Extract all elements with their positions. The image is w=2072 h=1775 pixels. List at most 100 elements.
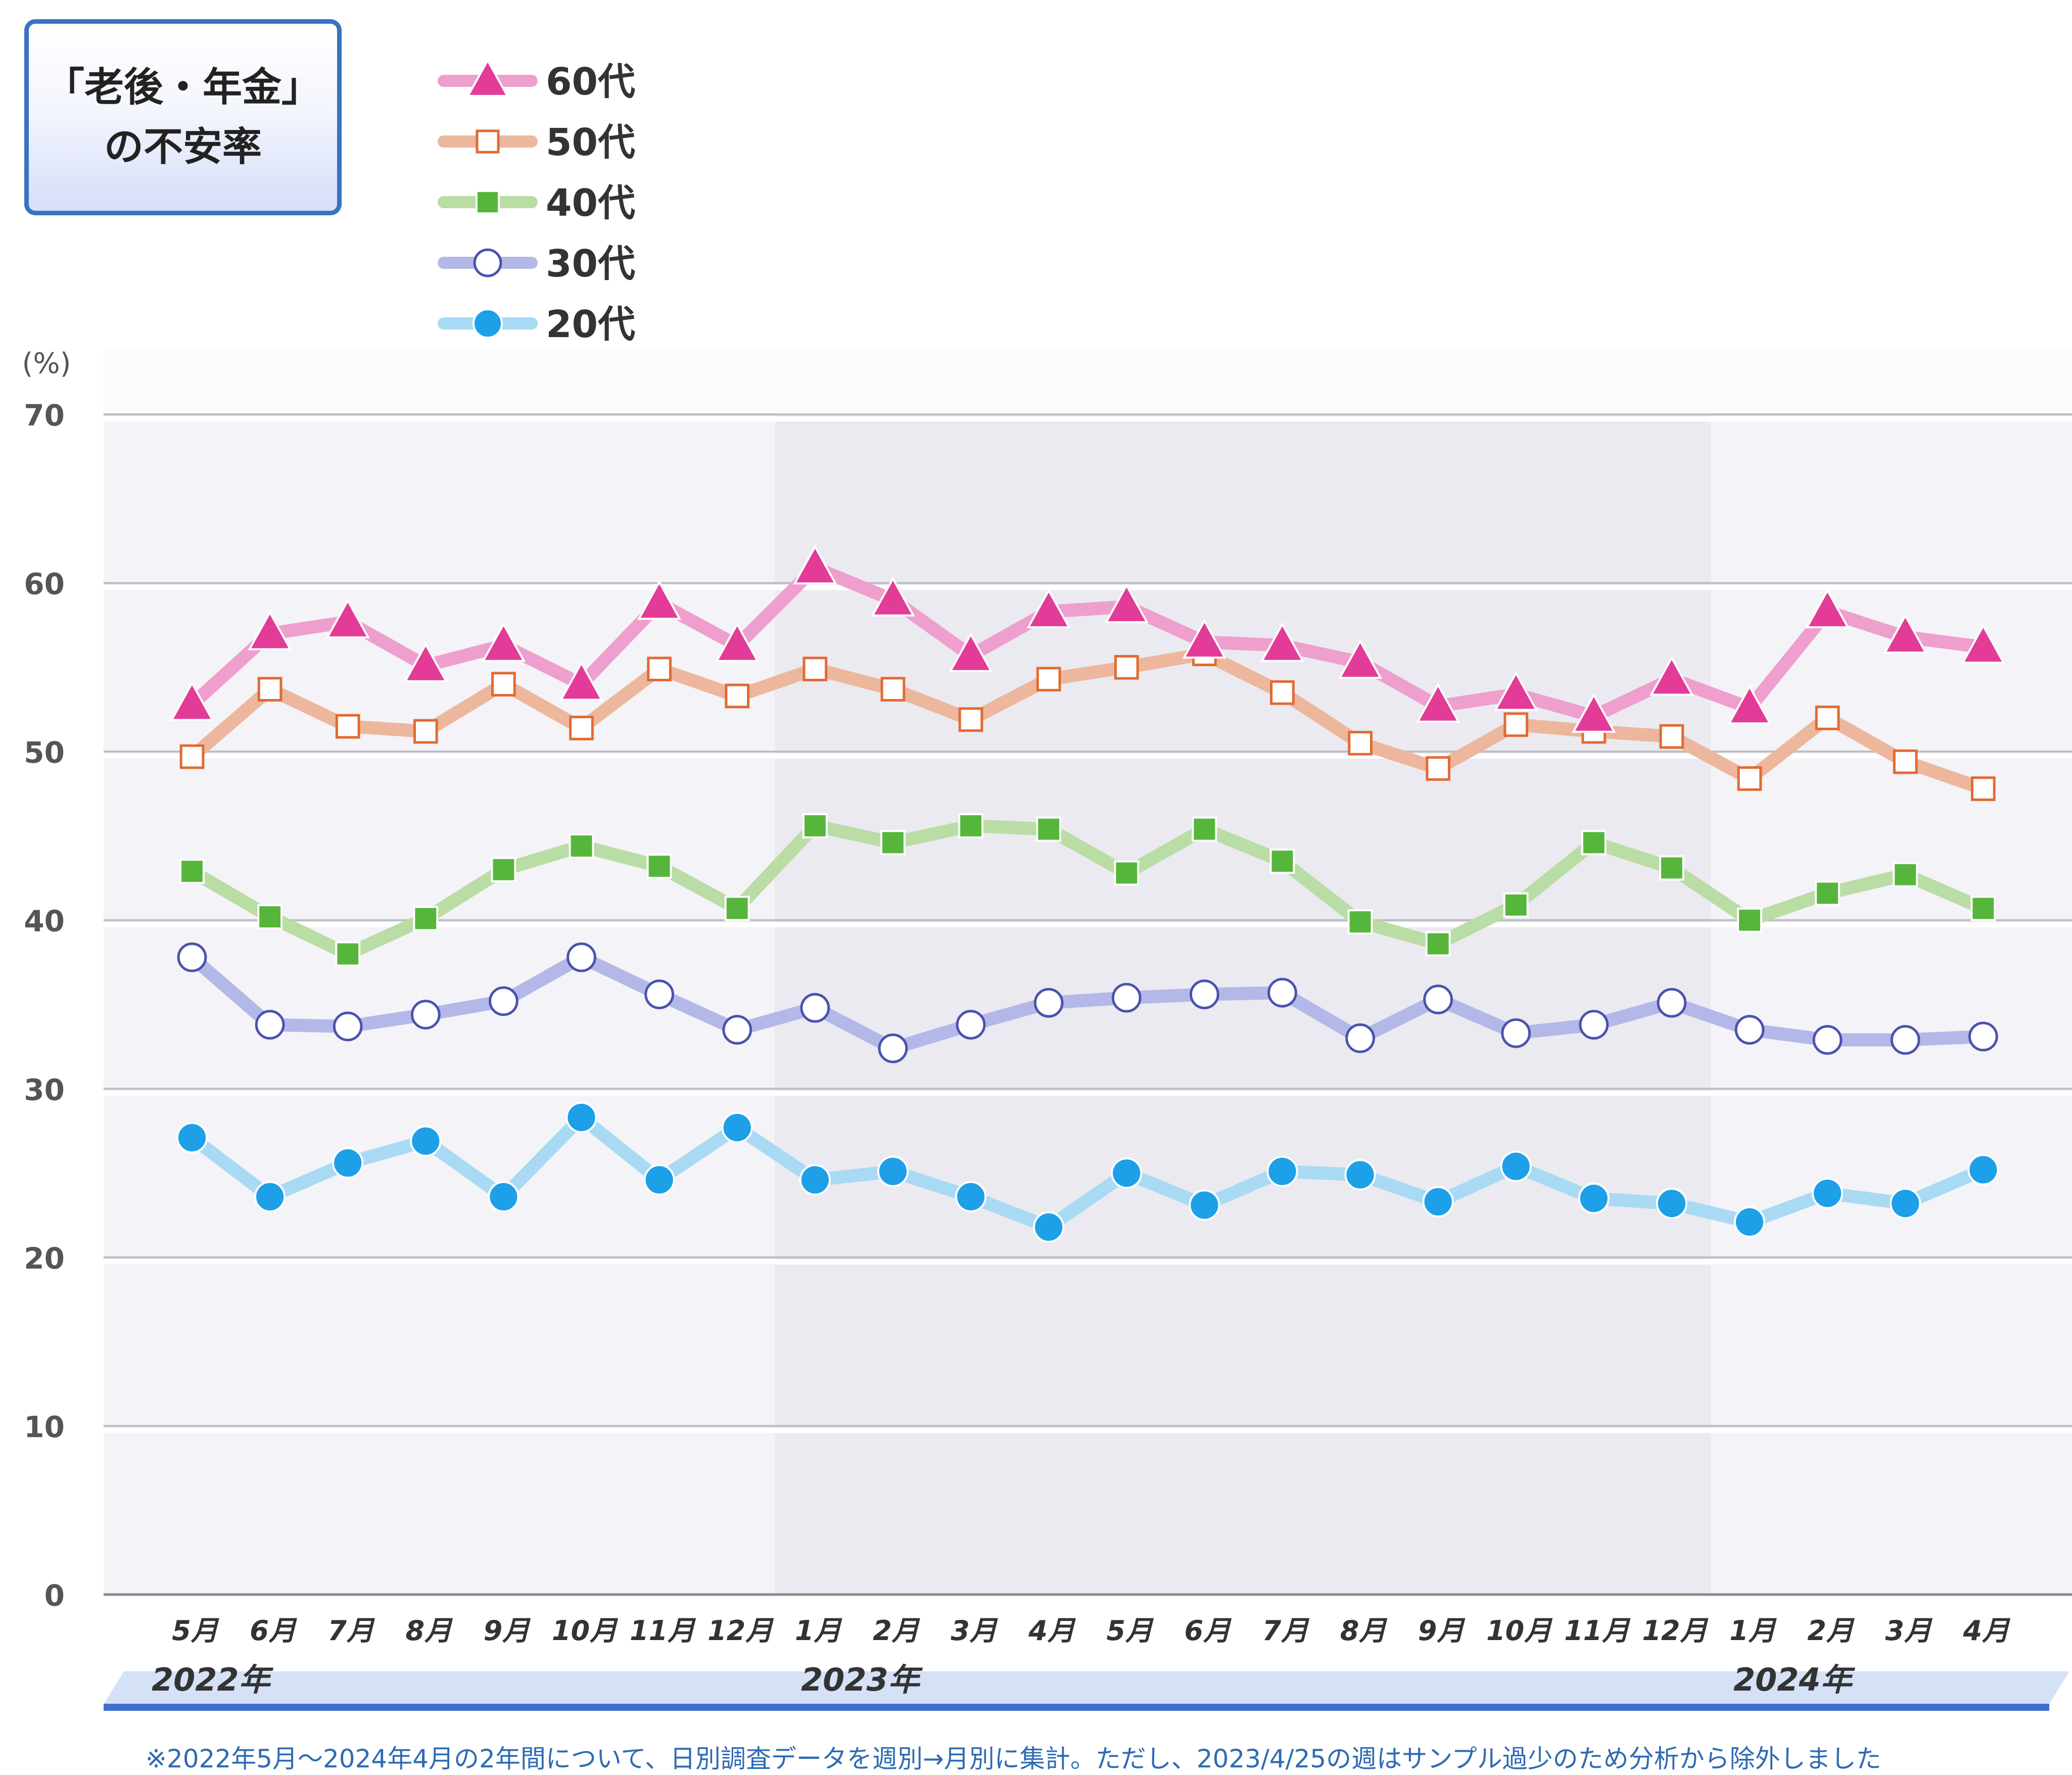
x-tick-label: 3月 [1885, 1615, 1933, 1647]
data-point [410, 1000, 441, 1030]
data-point [1650, 656, 1694, 696]
data-point [176, 1122, 208, 1154]
data-point [1347, 909, 1373, 935]
data-point [1111, 983, 1142, 1013]
data-point [1961, 624, 2006, 664]
legend-swatch-20 [438, 308, 538, 339]
data-point [1503, 712, 1529, 737]
year-label: 2024年 [1733, 1661, 1856, 1698]
data-point [646, 854, 672, 879]
legend-marker [472, 308, 503, 339]
data-point [1189, 1189, 1220, 1221]
year-label: 2023年 [801, 1661, 923, 1698]
data-point [793, 544, 837, 585]
data-point [491, 672, 516, 697]
data-point [1500, 1150, 1532, 1182]
data-point [1890, 1187, 1921, 1220]
legend-swatch-40 [438, 190, 538, 215]
data-point [871, 576, 915, 617]
legend-marker [466, 58, 509, 97]
series-line [185, 819, 1990, 961]
data-point [802, 813, 828, 838]
data-point [491, 857, 516, 882]
data-point [403, 642, 448, 682]
data-point [1182, 619, 1227, 659]
data-point [880, 677, 906, 702]
year-band-1 [753, 1671, 1711, 1704]
data-point [1727, 684, 1772, 725]
data-point [170, 681, 214, 721]
data-point [1815, 706, 1840, 730]
data-point [803, 657, 828, 682]
data-point [559, 661, 604, 701]
legend-label-30: 30代 [546, 242, 635, 286]
data-point [647, 657, 672, 682]
series-40代 [179, 813, 1996, 967]
data-point [1578, 1182, 1610, 1215]
data-point [1266, 1155, 1298, 1187]
y-axis-label: (%) [22, 347, 71, 380]
data-point [1111, 1157, 1143, 1189]
data-point [1344, 1159, 1376, 1191]
legend-marker [476, 129, 500, 154]
data-point [1656, 1187, 1688, 1220]
y-axis: 0 10 20 30 40 50 60 70 (%) [22, 347, 71, 1613]
x-tick-label: 9月 [484, 1615, 532, 1647]
data-point [1104, 583, 1149, 624]
series-60代 [170, 544, 2006, 733]
x-tick-label: 11月 [1564, 1615, 1631, 1647]
data-point [1267, 977, 1297, 1008]
x-tick-label: 2月 [873, 1615, 921, 1647]
data-point [257, 677, 282, 702]
data-point [956, 1010, 986, 1040]
series-20代 [176, 1101, 1999, 1243]
plot-top-fade [104, 349, 2072, 414]
x-tick-label: 1月 [795, 1615, 843, 1647]
x-tick-label: 3月 [951, 1615, 999, 1647]
data-point [1114, 655, 1139, 680]
data-point [1812, 1025, 1843, 1055]
data-point [1269, 849, 1295, 874]
data-point [179, 859, 205, 884]
data-point [1501, 1018, 1531, 1048]
x-tick-label: 10月 [552, 1615, 619, 1647]
x-tick-label: 8月 [1340, 1615, 1388, 1647]
data-point [1425, 931, 1451, 957]
data-point [949, 632, 993, 672]
y-tick-label: 30 [24, 1072, 65, 1107]
data-point [1189, 979, 1219, 1009]
data-point [332, 1147, 364, 1179]
legend-swatch-30 [438, 248, 538, 277]
data-point [1734, 1015, 1765, 1045]
data-point [1893, 749, 1918, 774]
y-tick-label: 60 [24, 567, 65, 601]
data-point [1737, 766, 1762, 791]
data-point [1733, 1206, 1766, 1238]
x-tick-label: 10月 [1486, 1615, 1553, 1647]
x-tick-label: 12月 [1642, 1615, 1709, 1647]
data-point [1114, 860, 1140, 886]
data-point [1036, 816, 1062, 842]
data-point [1737, 907, 1762, 933]
legend-label-60: 60代 [546, 60, 635, 104]
legend-label-50: 50代 [546, 121, 635, 164]
plot-background [104, 349, 2072, 1595]
data-point [1260, 622, 1305, 662]
data-point [489, 986, 519, 1016]
legend-label-20: 20代 [546, 303, 635, 346]
data-point [569, 833, 594, 859]
x-tick-label: 7月 [327, 1615, 375, 1647]
x-tick-label: 1月 [1729, 1615, 1777, 1647]
data-point [333, 1011, 363, 1042]
data-point [643, 1164, 675, 1196]
series-lines [170, 544, 2006, 1243]
data-point [335, 714, 360, 739]
data-point [1493, 671, 1538, 711]
x-tick-label: 6月 [1185, 1615, 1233, 1647]
y-tick-label: 40 [24, 904, 65, 939]
data-point [248, 610, 292, 650]
data-point [1036, 667, 1061, 692]
series-line [185, 647, 1990, 796]
data-point [1026, 588, 1071, 629]
data-point [722, 1015, 752, 1045]
